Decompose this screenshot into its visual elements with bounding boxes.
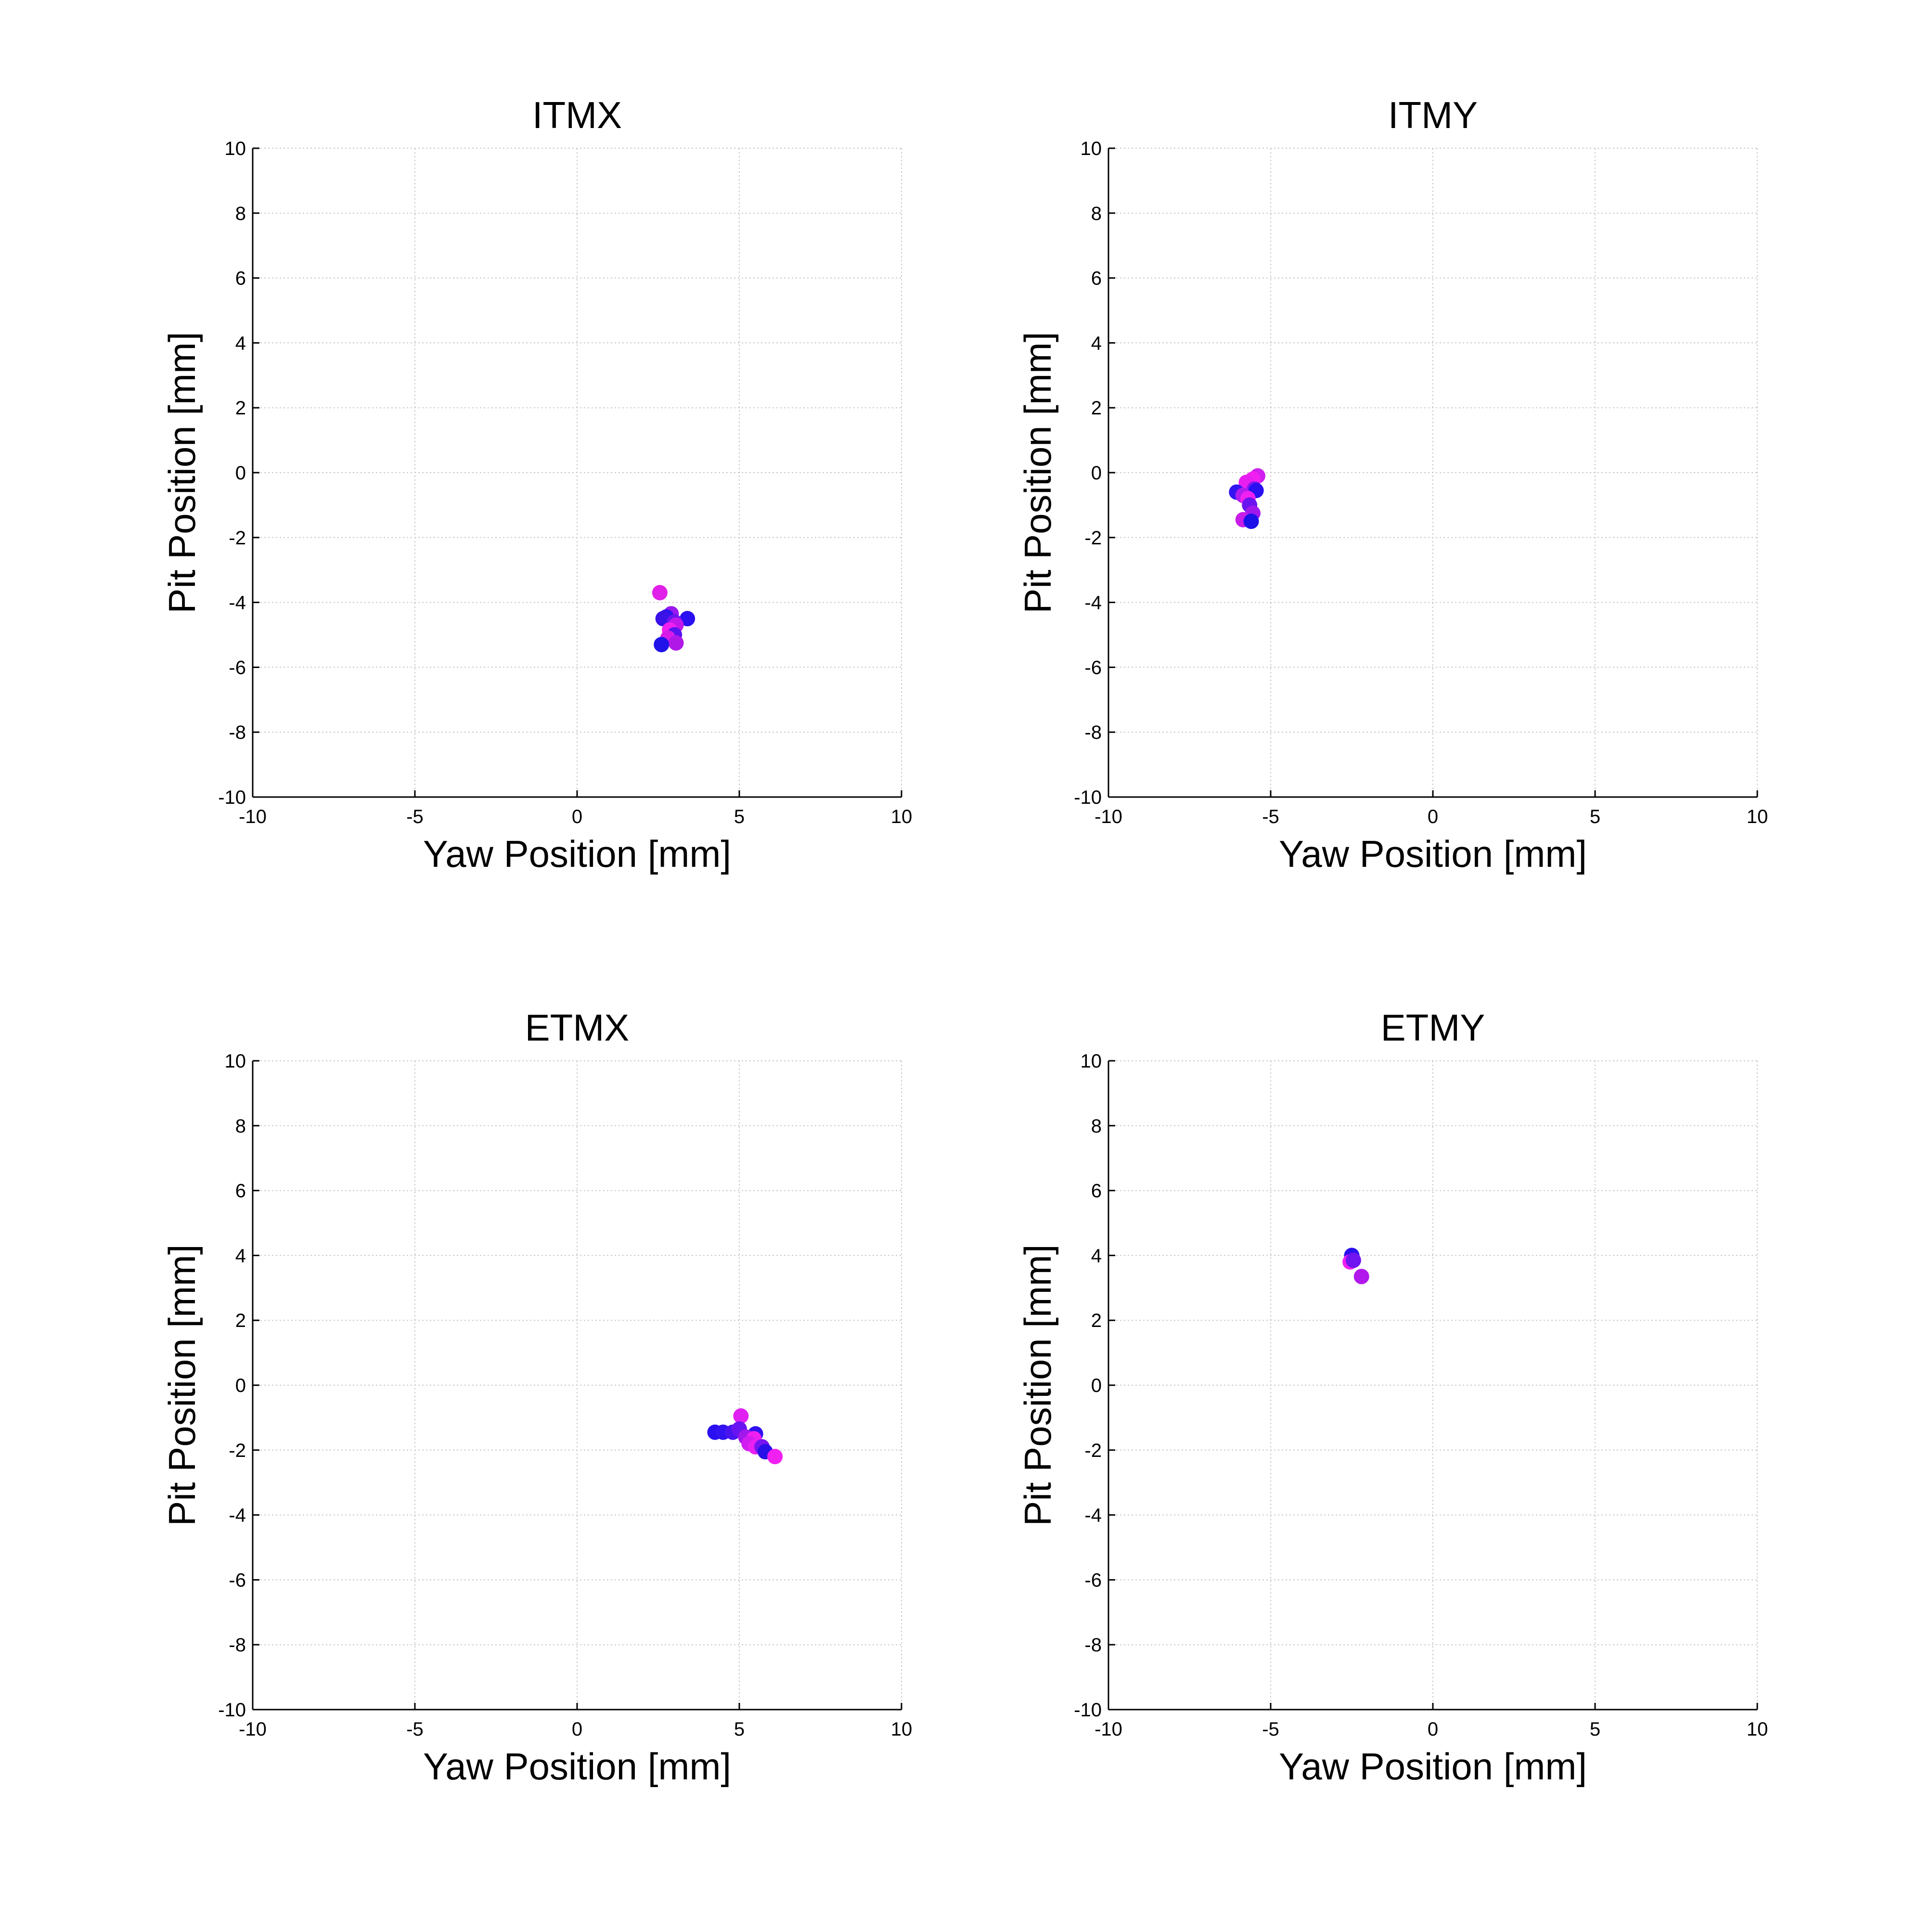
- data-point: [767, 1449, 783, 1465]
- chart-panel-etmy: -10 -5 0 5 10 -10 -8 -6 -4 -2 0 2 4 6 8 10 ETMY Yaw Posit…: [1017, 1006, 1768, 1788]
- chart-title: ETMX: [525, 1006, 630, 1049]
- y-tick-label: -2: [1084, 528, 1102, 549]
- chart-title: ITMX: [532, 94, 622, 136]
- x-tick-label: 0: [572, 806, 582, 827]
- x-tick-label: 0: [1428, 806, 1438, 827]
- data-point: [652, 585, 668, 601]
- y-tick-label: 10: [1081, 138, 1102, 159]
- y-tick-label: 0: [235, 1375, 246, 1396]
- y-tick-label: 0: [235, 463, 246, 484]
- x-tick-label: 0: [572, 1719, 582, 1740]
- x-axis-label: Yaw Position [mm]: [423, 833, 731, 875]
- data-point: [654, 637, 670, 653]
- y-tick-label: -6: [229, 657, 246, 678]
- y-tick-label: 2: [1091, 1310, 1102, 1331]
- y-tick-label: 2: [235, 398, 246, 419]
- y-tick-label: -8: [1084, 722, 1102, 743]
- y-tick-label: -2: [1084, 1440, 1102, 1461]
- data-point: [733, 1408, 749, 1424]
- y-tick-label: -10: [218, 787, 246, 808]
- data-point: [1353, 1269, 1369, 1285]
- x-tick-label: 5: [734, 806, 745, 827]
- x-tick-label: -5: [406, 1719, 424, 1740]
- y-tick-label: -8: [229, 1635, 246, 1656]
- y-tick-label: 6: [1091, 268, 1102, 289]
- x-tick-label: 10: [891, 1719, 913, 1740]
- y-tick-label: -6: [229, 1570, 246, 1591]
- x-tick-label: 5: [1590, 1719, 1600, 1740]
- x-axis-label: Yaw Position [mm]: [1279, 1745, 1587, 1788]
- y-tick-label: 6: [235, 1181, 246, 1202]
- y-tick-label: 2: [235, 1310, 246, 1331]
- y-tick-label: 10: [1081, 1051, 1102, 1072]
- data-point: [1243, 514, 1259, 529]
- x-tick-label: 5: [734, 1719, 745, 1740]
- y-axis-label: Pit Position [mm]: [161, 332, 203, 613]
- data-point: [680, 611, 696, 627]
- x-axis-label: Yaw Position [mm]: [1279, 833, 1587, 875]
- y-tick-label: -2: [229, 528, 246, 549]
- x-tick-label: 10: [1747, 806, 1768, 827]
- y-tick-label: 4: [235, 1245, 246, 1266]
- y-tick-label: -10: [1074, 787, 1102, 808]
- x-tick-label: 10: [891, 806, 913, 827]
- y-tick-label: -6: [1084, 1570, 1102, 1591]
- x-tick-label: -5: [1262, 806, 1279, 827]
- y-tick-label: 6: [1091, 1181, 1102, 1202]
- y-axis-label: Pit Position [mm]: [161, 1244, 203, 1526]
- x-tick-label: -5: [1262, 1719, 1279, 1740]
- x-tick-label: -10: [1095, 1719, 1122, 1740]
- y-tick-label: 8: [1091, 1116, 1102, 1137]
- y-tick-label: 4: [1091, 1245, 1102, 1266]
- y-tick-label: 10: [225, 1051, 246, 1072]
- y-tick-label: 8: [235, 203, 246, 224]
- chart-title: ITMY: [1388, 94, 1478, 136]
- y-tick-label: -4: [229, 592, 246, 614]
- y-tick-label: 4: [1091, 333, 1102, 354]
- y-tick-label: -10: [1074, 1699, 1102, 1721]
- y-tick-label: -2: [229, 1440, 246, 1461]
- y-tick-label: 6: [235, 268, 246, 289]
- x-tick-label: 5: [1590, 806, 1600, 827]
- x-tick-label: -10: [239, 806, 267, 827]
- y-tick-label: -4: [1084, 592, 1102, 614]
- y-tick-label: 4: [235, 333, 246, 354]
- y-tick-label: 0: [1091, 1375, 1102, 1396]
- y-tick-label: 8: [1091, 203, 1102, 224]
- y-tick-label: 8: [235, 1116, 246, 1137]
- y-tick-label: 2: [1091, 398, 1102, 419]
- data-point: [1345, 1252, 1361, 1268]
- y-axis-label: Pit Position [mm]: [1017, 1244, 1059, 1526]
- y-tick-label: -10: [218, 1699, 246, 1721]
- chart-panel-itmx: -10 -5 0 5 10 -10 -8 -6 -4 -2 0 2 4 6 8 10 ITMX Yaw Posit…: [161, 94, 912, 875]
- y-tick-label: -6: [1084, 657, 1102, 678]
- chart-panel-itmy: -10 -5 0 5 10 -10 -8 -6 -4 -2 0 2 4 6 8 10 ITMY Yaw Posit…: [1017, 94, 1768, 875]
- y-tick-label: -4: [229, 1505, 246, 1526]
- x-tick-label: -5: [406, 806, 424, 827]
- y-tick-label: 10: [225, 138, 246, 159]
- y-tick-label: -8: [1084, 1635, 1102, 1656]
- x-tick-label: -10: [239, 1719, 267, 1740]
- y-tick-label: 0: [1091, 463, 1102, 484]
- y-tick-label: -4: [1084, 1505, 1102, 1526]
- data-point: [668, 635, 684, 651]
- x-tick-label: 10: [1747, 1719, 1768, 1740]
- x-tick-label: 0: [1428, 1719, 1438, 1740]
- chart-title: ETMY: [1381, 1006, 1485, 1049]
- y-tick-label: -8: [229, 722, 246, 743]
- chart-panel-etmx: -10 -5 0 5 10 -10 -8 -6 -4 -2 0 2 4 6 8 10 ETMX Yaw Posit…: [161, 1006, 912, 1788]
- x-tick-label: -10: [1095, 806, 1122, 827]
- y-axis-label: Pit Position [mm]: [1017, 332, 1059, 613]
- x-axis-label: Yaw Position [mm]: [423, 1745, 731, 1788]
